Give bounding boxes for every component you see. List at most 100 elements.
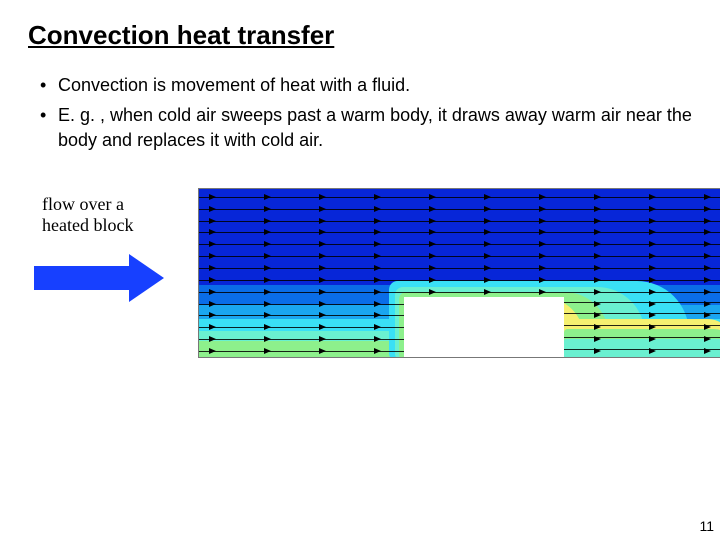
vector-arrow-icon — [209, 253, 216, 259]
vector-arrow-icon — [264, 241, 271, 247]
vector-arrow-icon — [484, 194, 491, 200]
vector-arrow-icon — [264, 194, 271, 200]
vector-arrow-icon — [209, 218, 216, 224]
streamline — [199, 209, 720, 210]
vector-arrow-icon — [209, 229, 216, 235]
vector-arrow-icon — [484, 229, 491, 235]
vector-arrow-icon — [594, 312, 601, 318]
vector-arrow-icon — [649, 194, 656, 200]
vector-arrow-icon — [539, 265, 546, 271]
vector-arrow-icon — [649, 253, 656, 259]
caption-line: flow over a — [42, 194, 124, 214]
vector-arrow-icon — [594, 253, 601, 259]
vector-arrow-icon — [704, 206, 711, 212]
vector-arrow-icon — [209, 206, 216, 212]
vector-arrow-icon — [484, 289, 491, 295]
vector-arrow-icon — [429, 194, 436, 200]
vector-arrow-icon — [704, 265, 711, 271]
vector-arrow-icon — [209, 194, 216, 200]
vector-arrow-icon — [374, 229, 381, 235]
vector-arrow-icon — [484, 277, 491, 283]
vector-arrow-icon — [704, 289, 711, 295]
caption-line: heated block — [42, 215, 133, 235]
bullet-item: E. g. , when cold air sweeps past a warm… — [40, 103, 692, 152]
vector-arrow-icon — [319, 312, 326, 318]
vector-arrow-icon — [649, 229, 656, 235]
vector-arrow-icon — [264, 336, 271, 342]
vector-arrow-icon — [649, 312, 656, 318]
streamline — [199, 197, 720, 198]
vector-arrow-icon — [429, 265, 436, 271]
vector-arrow-icon — [484, 241, 491, 247]
bullet-list: Convection is movement of heat with a fl… — [40, 73, 692, 152]
vector-arrow-icon — [319, 206, 326, 212]
vector-arrow-icon — [209, 301, 216, 307]
vector-arrow-icon — [374, 312, 381, 318]
vector-arrow-icon — [264, 265, 271, 271]
vector-arrow-icon — [704, 324, 711, 330]
vector-arrow-icon — [649, 241, 656, 247]
vector-arrow-icon — [429, 229, 436, 235]
vector-arrow-icon — [264, 324, 271, 330]
vector-arrow-icon — [649, 206, 656, 212]
heated-block — [404, 297, 564, 358]
streamline — [199, 232, 720, 233]
vector-arrow-icon — [374, 277, 381, 283]
vector-arrow-icon — [319, 301, 326, 307]
vector-arrow-icon — [374, 206, 381, 212]
vector-arrow-icon — [374, 301, 381, 307]
vector-arrow-icon — [704, 241, 711, 247]
streamline — [564, 313, 720, 314]
vector-arrow-icon — [209, 289, 216, 295]
vector-arrow-icon — [374, 289, 381, 295]
figure-area: flow over a heated block — [28, 188, 692, 368]
streamline — [564, 337, 720, 338]
vector-arrow-icon — [704, 348, 711, 354]
vector-arrow-icon — [374, 194, 381, 200]
vector-arrow-icon — [319, 229, 326, 235]
vector-arrow-icon — [374, 324, 381, 330]
vector-arrow-icon — [209, 265, 216, 271]
vector-arrow-icon — [539, 206, 546, 212]
vector-arrow-icon — [594, 301, 601, 307]
vector-arrow-icon — [319, 265, 326, 271]
vector-arrow-icon — [374, 348, 381, 354]
streamline — [199, 292, 720, 293]
vector-arrow-icon — [319, 253, 326, 259]
vector-arrow-icon — [209, 324, 216, 330]
vector-arrow-icon — [704, 229, 711, 235]
vector-arrow-icon — [704, 277, 711, 283]
vector-arrow-icon — [704, 253, 711, 259]
vector-arrow-icon — [374, 218, 381, 224]
vector-arrow-icon — [264, 253, 271, 259]
vector-arrow-icon — [539, 253, 546, 259]
vector-arrow-icon — [209, 277, 216, 283]
streamline — [564, 349, 720, 350]
vector-arrow-icon — [704, 301, 711, 307]
vector-arrow-icon — [704, 336, 711, 342]
vector-arrow-icon — [429, 218, 436, 224]
streamline — [199, 268, 720, 269]
streamline — [199, 256, 720, 257]
vector-arrow-icon — [264, 312, 271, 318]
figure-caption: flow over a heated block — [42, 194, 162, 237]
vector-arrow-icon — [539, 229, 546, 235]
vector-arrow-icon — [319, 194, 326, 200]
vector-arrow-icon — [594, 277, 601, 283]
vector-arrow-icon — [594, 348, 601, 354]
vector-arrow-icon — [484, 206, 491, 212]
cfd-plot — [198, 188, 720, 358]
vector-arrow-icon — [374, 265, 381, 271]
vector-arrow-icon — [649, 277, 656, 283]
vector-arrow-icon — [264, 218, 271, 224]
vector-arrow-icon — [484, 265, 491, 271]
vector-arrow-icon — [539, 241, 546, 247]
vector-arrow-icon — [319, 324, 326, 330]
vector-arrow-icon — [319, 277, 326, 283]
vector-arrow-icon — [209, 348, 216, 354]
vector-arrow-icon — [704, 218, 711, 224]
vector-arrow-icon — [209, 336, 216, 342]
thermal-layer — [199, 189, 720, 285]
vector-arrow-icon — [429, 277, 436, 283]
vector-arrow-icon — [374, 253, 381, 259]
